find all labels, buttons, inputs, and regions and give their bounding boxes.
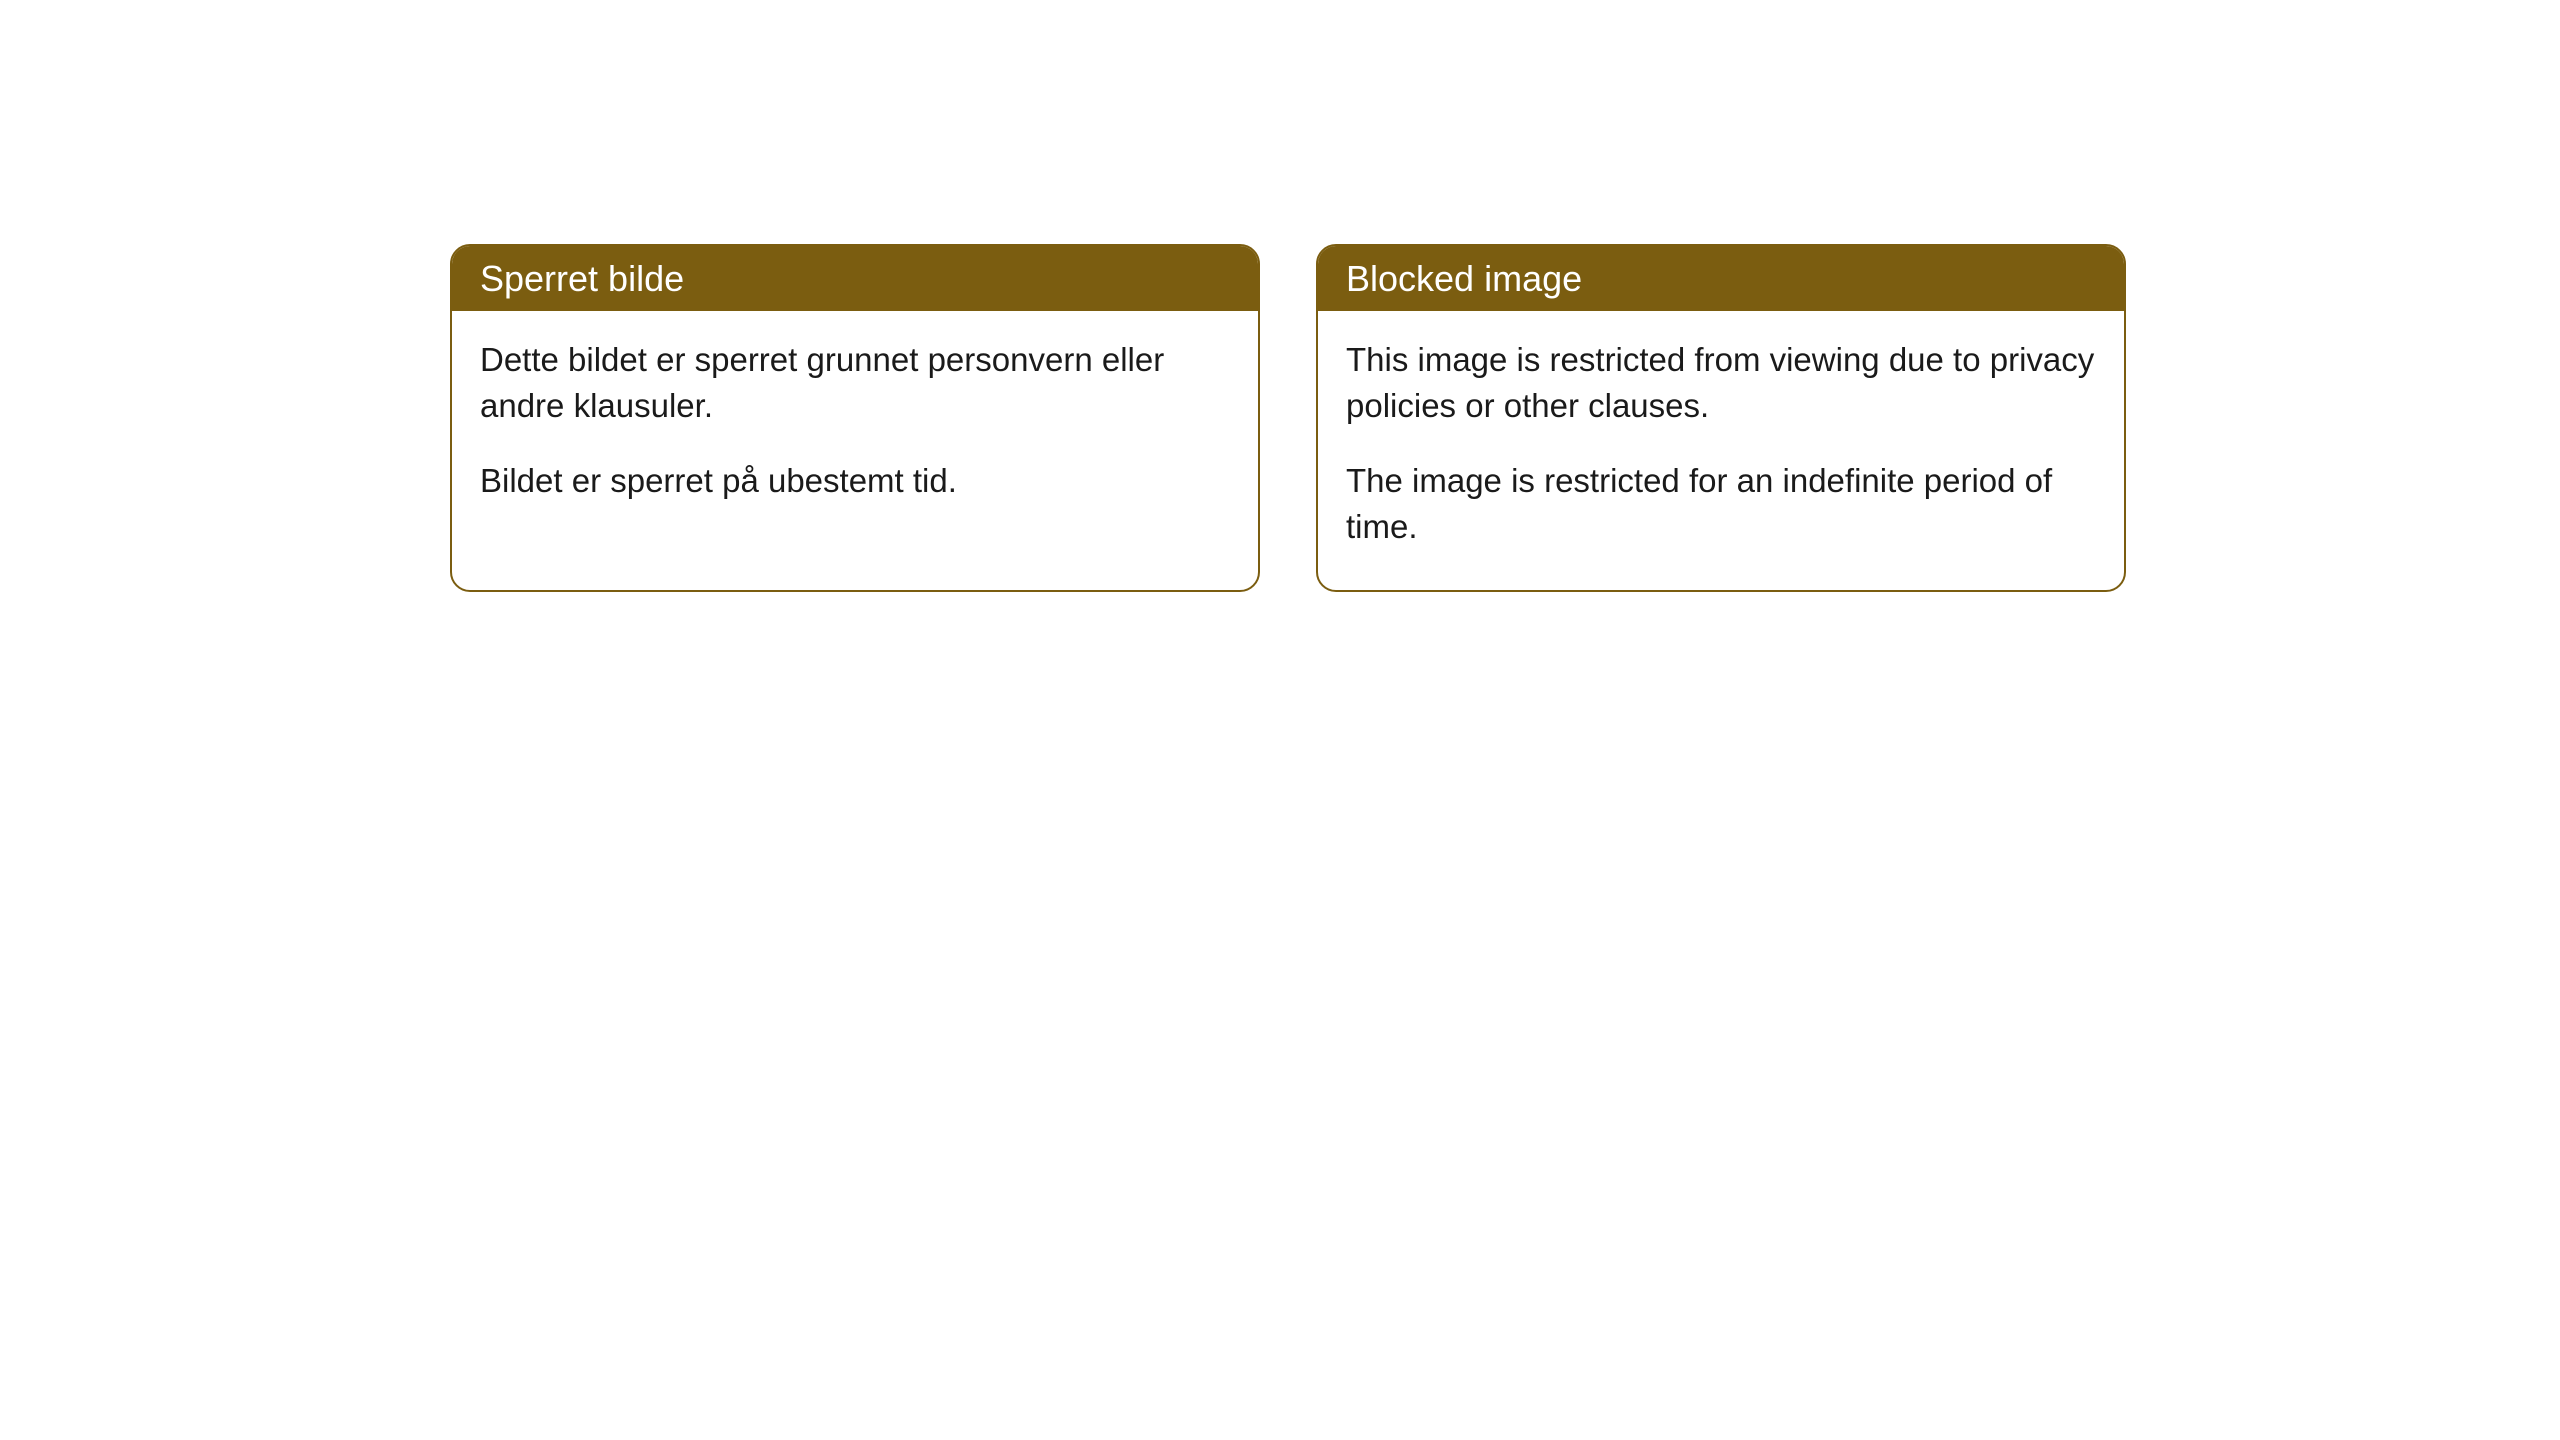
notice-card-english: Blocked image This image is restricted f… [1316,244,2126,592]
card-title: Blocked image [1346,258,1582,299]
notice-cards-container: Sperret bilde Dette bildet er sperret gr… [450,244,2126,592]
card-paragraph-2: The image is restricted for an indefinit… [1346,458,2096,550]
card-body: Dette bildet er sperret grunnet personve… [452,311,1258,544]
card-header: Sperret bilde [452,246,1258,311]
card-paragraph-1: Dette bildet er sperret grunnet personve… [480,337,1230,429]
card-body: This image is restricted from viewing du… [1318,311,2124,590]
card-title: Sperret bilde [480,258,684,299]
card-header: Blocked image [1318,246,2124,311]
card-paragraph-2: Bildet er sperret på ubestemt tid. [480,458,1230,504]
notice-card-norwegian: Sperret bilde Dette bildet er sperret gr… [450,244,1260,592]
card-paragraph-1: This image is restricted from viewing du… [1346,337,2096,429]
